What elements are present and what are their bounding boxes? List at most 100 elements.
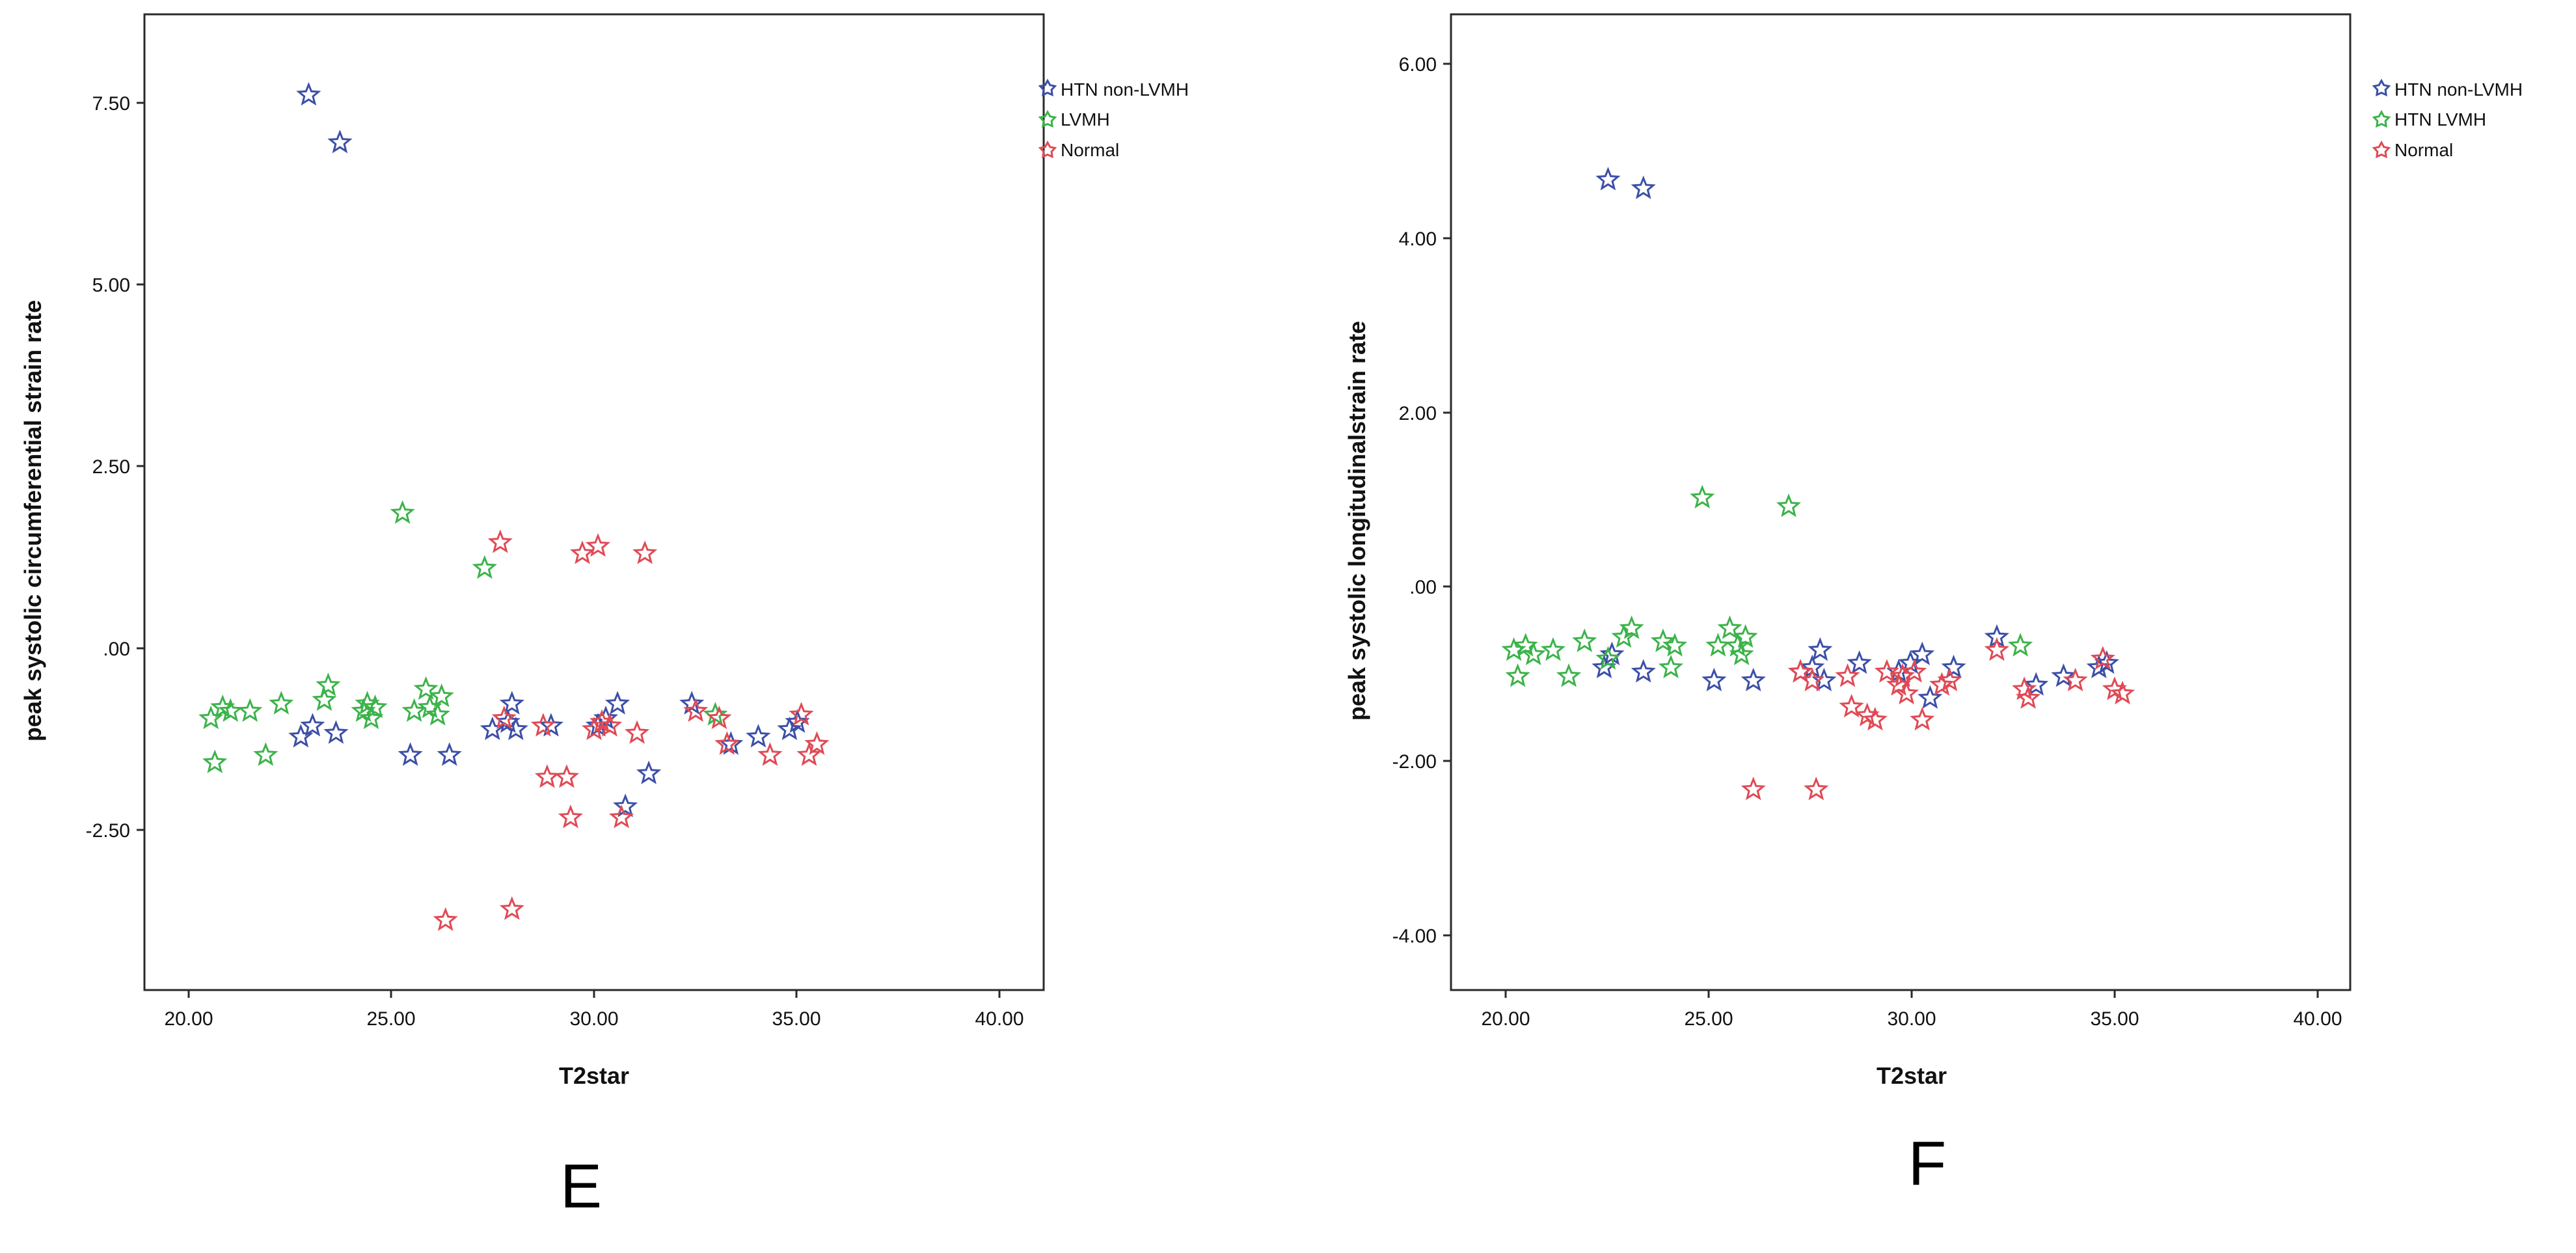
legend-marker-star	[2372, 78, 2391, 97]
data-point-star	[1658, 654, 1684, 678]
y-tick-label: .00	[103, 639, 130, 660]
data-point-star	[491, 705, 517, 730]
data-point-star	[1572, 628, 1597, 652]
x-tick-label: 25.00	[1684, 1008, 1733, 1030]
data-point-star	[296, 81, 321, 106]
data-point-star	[1776, 493, 1802, 517]
y-axis-label: peak systolic circumferential strain rat…	[20, 300, 46, 741]
data-point-star	[269, 691, 294, 715]
data-point-star	[218, 698, 243, 723]
data-point-star	[636, 760, 662, 784]
y-tick-label: 2.00	[1399, 403, 1437, 424]
data-point-star	[530, 713, 556, 737]
legend-marker-star	[1038, 140, 1057, 159]
data-point-star	[425, 702, 450, 726]
data-point-star	[359, 705, 384, 730]
data-point-star	[1540, 637, 1566, 661]
data-point-star	[1729, 641, 1754, 666]
panel-letter-e: E	[560, 1151, 602, 1221]
data-point-star	[1662, 633, 1688, 657]
legend-label: LVMH	[1061, 109, 1110, 130]
data-point-star	[608, 805, 634, 829]
data-point-star	[499, 896, 524, 920]
legend-item: Normal	[1038, 140, 1119, 160]
y-axis-e: 7.50 5.00 2.50 .00 -2.50	[86, 93, 144, 842]
data-point-star	[1705, 633, 1731, 657]
x-tick-label: 20.00	[1481, 1008, 1530, 1030]
legend-item: Normal	[2372, 140, 2453, 160]
data-point-star	[1690, 484, 1715, 509]
data-point-star	[1788, 659, 1813, 683]
plot-frame-f	[1450, 13, 2352, 991]
legend-item: HTN non-LVMH	[2372, 78, 2523, 100]
x-tick-label: 40.00	[2293, 1008, 2342, 1030]
y-axis-f: 6.00 4.00 2.00 .00 -2.00 -4.00	[1392, 54, 1451, 947]
data-point-star	[300, 713, 325, 737]
data-point-star	[1650, 628, 1675, 652]
data-point-star	[429, 683, 454, 708]
legend-item: HTN non-LVMH	[1038, 78, 1189, 100]
data-point-star	[2102, 676, 2127, 700]
data-point-star	[1910, 641, 1935, 666]
x-tick-label: 30.00	[569, 1008, 618, 1030]
data-point-star	[1800, 667, 1825, 692]
x-tick-label: 25.00	[366, 1008, 415, 1030]
y-tick-label: 4.00	[1399, 228, 1437, 250]
chart-panel-f: 6.00 4.00 2.00 .00 -2.00 -4.00 20.00 25.…	[1344, 13, 2523, 1198]
legend-e: HTN non-LVMH LVMH Normal	[1038, 78, 1189, 160]
legend-marker-star	[2372, 109, 2391, 128]
x-tick-label: 35.00	[2090, 1008, 2139, 1030]
legend-f: HTN non-LVMH HTN LVMH Normal	[2372, 78, 2523, 160]
data-point-star	[796, 742, 822, 766]
data-point-star	[1937, 667, 1962, 692]
data-point-star	[1556, 663, 1582, 687]
x-axis-label: T2star	[1877, 1062, 1947, 1089]
data-point-star	[707, 705, 732, 730]
data-point-star	[538, 713, 563, 737]
data-point-star	[1702, 667, 1727, 692]
data-point-star	[597, 713, 623, 737]
data-point-star	[499, 691, 524, 715]
data-point-star	[554, 764, 580, 788]
data-point-star	[1874, 659, 1899, 683]
x-tick-label: 20.00	[164, 1008, 213, 1030]
scatter-points-e	[198, 81, 830, 931]
data-point-star	[679, 691, 705, 715]
data-point-star	[362, 695, 388, 719]
data-point-star	[1741, 667, 1766, 692]
data-point-star	[2090, 646, 2115, 670]
data-point-star	[625, 720, 650, 744]
y-tick-label: 2.50	[92, 456, 130, 478]
data-point-star	[1611, 624, 1636, 648]
data-point-star	[433, 907, 458, 931]
data-point-star	[1592, 654, 1617, 678]
y-axis-label: peak systolic longitudinalstrain rate	[1344, 321, 1370, 721]
data-point-star	[1839, 693, 1864, 718]
data-point-star	[437, 742, 462, 766]
data-point-star	[390, 500, 415, 524]
x-tick-label: 30.00	[1887, 1008, 1936, 1030]
data-point-star	[746, 724, 771, 748]
data-point-star	[1910, 707, 1935, 731]
data-point-star	[1862, 707, 1888, 731]
data-point-star	[2051, 663, 2076, 687]
legend-marker-star	[1038, 109, 1057, 128]
data-point-star	[398, 742, 423, 766]
data-point-star	[1847, 650, 1872, 674]
data-point-star	[789, 702, 814, 726]
data-point-star	[1835, 663, 1860, 687]
data-point-star	[804, 731, 830, 755]
data-point-star	[253, 742, 278, 766]
data-point-star	[1854, 702, 1880, 726]
x-tick-label: 40.00	[975, 1008, 1024, 1030]
data-point-star	[1619, 615, 1644, 639]
data-point-star	[1717, 615, 1742, 639]
data-point-star	[604, 691, 630, 715]
scatter-points-f	[1501, 167, 2135, 801]
legend-item: HTN LVMH	[2372, 109, 2486, 130]
data-point-star	[323, 720, 349, 744]
data-point-star	[202, 749, 228, 773]
data-point-star	[785, 709, 810, 733]
x-axis-e: 20.00 25.00 30.00 35.00 40.00	[164, 990, 1024, 1030]
data-point-star	[558, 805, 584, 829]
